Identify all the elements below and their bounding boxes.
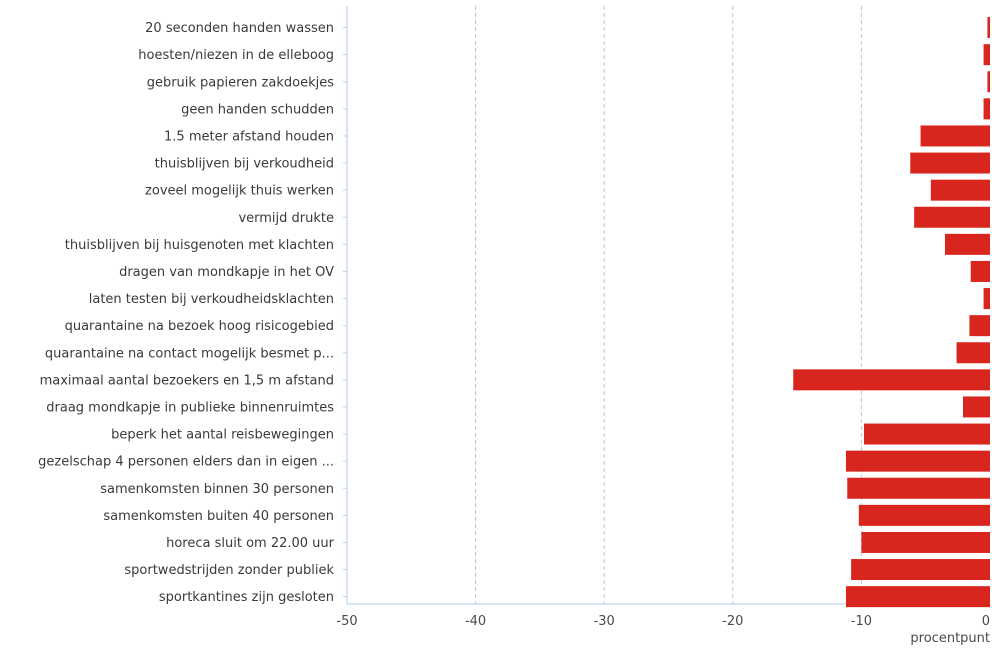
category-label-3: geen handen schudden	[181, 102, 334, 117]
x-axis-label: procentpunt	[910, 631, 990, 646]
bars	[793, 17, 990, 608]
bar-5	[910, 152, 990, 174]
bar-9	[970, 260, 990, 282]
bar-7	[914, 206, 990, 228]
x-tick-label-1: -40	[465, 614, 486, 629]
category-label-11: quarantaine na bezoek hoog risicogebied	[65, 319, 334, 334]
category-label-14: draag mondkapje in publieke binnenruimte…	[46, 400, 334, 415]
x-tick-label-5: 0	[982, 614, 990, 629]
bar-12	[956, 342, 990, 364]
bar-3	[983, 98, 990, 120]
bar-20	[851, 559, 990, 581]
category-label-0: 20 seconden handen wassen	[145, 21, 334, 36]
category-label-17: samenkomsten binnen 30 personen	[100, 482, 334, 497]
category-label-1: hoesten/niezen in de elleboog	[138, 48, 334, 63]
category-label-10: laten testen bij verkoudheidsklachten	[89, 292, 334, 307]
category-label-15: beperk het aantal reisbewegingen	[111, 428, 334, 443]
bar-10	[983, 288, 990, 310]
category-label-18: samenkomsten buiten 40 personen	[103, 509, 334, 524]
category-labels: 20 seconden handen wassen hoesten/niezen …	[38, 21, 334, 605]
category-label-5: thuisblijven bij verkoudheid	[155, 157, 334, 172]
category-label-19: horeca sluit om 22.00 uur	[166, 536, 335, 551]
category-label-7: vermijd drukte	[238, 211, 334, 226]
bar-21	[845, 586, 990, 608]
x-tick-labels: -50 -40 -30 -20 -10 0	[336, 614, 990, 629]
x-tick-label-0: -50	[336, 614, 357, 629]
category-label-2: gebruik papieren zakdoekjes	[147, 75, 335, 90]
bar-13	[793, 369, 990, 391]
category-label-13: maximaal aantal bezoekers en 1,5 m afsta…	[40, 373, 334, 388]
bar-6	[930, 179, 990, 201]
bar-4	[920, 125, 990, 147]
bar-8	[944, 233, 990, 255]
category-label-12: quarantaine na contact mogelijk besmet p…	[45, 346, 334, 361]
category-label-20: sportwedstrijden zonder publiek	[124, 563, 334, 578]
x-tick-label-2: -30	[594, 614, 615, 629]
bar-17	[847, 477, 990, 499]
category-label-8: thuisblijven bij huisgenoten met klachte…	[65, 238, 334, 253]
gridlines	[475, 6, 862, 604]
bar-11	[969, 315, 990, 337]
category-label-6: zoveel mogelijk thuis werken	[145, 184, 334, 199]
category-label-4: 1.5 meter afstand houden	[164, 129, 334, 144]
category-label-16: gezelschap 4 personen elders dan in eige…	[38, 455, 334, 470]
bar-14	[962, 396, 990, 418]
bar-0	[987, 17, 990, 39]
bar-18	[858, 504, 990, 526]
bar-16	[845, 450, 990, 472]
bar-1	[983, 44, 990, 66]
category-label-9: dragen van mondkapje in het OV	[119, 265, 334, 280]
bar-2	[987, 71, 990, 93]
bar-15	[863, 423, 990, 445]
x-tick-label-4: -10	[851, 614, 872, 629]
category-label-21: sportkantines zijn gesloten	[159, 590, 334, 605]
x-tick-label-3: -20	[722, 614, 743, 629]
bar-19	[861, 531, 990, 553]
